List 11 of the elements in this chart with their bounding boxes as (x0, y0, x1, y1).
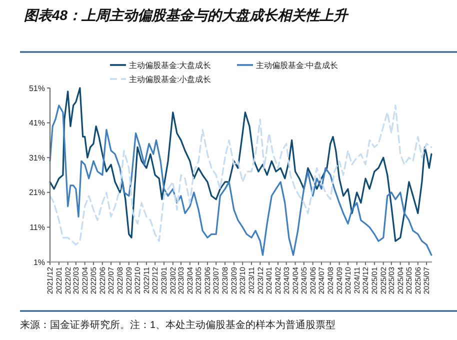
legend-label: 主动偏股基金:小盘成长 (129, 74, 212, 84)
y-tick-label: 1% (33, 258, 45, 267)
y-tick-label: 21% (28, 188, 45, 198)
y-tick-label: 31% (28, 153, 45, 162)
legend-label: 主动偏股基金:中盘成长 (256, 60, 338, 70)
y-tick-label: 11% (30, 223, 45, 232)
source-note: 来源：国金证券研究所。注：1、本处主动偏股基金的样本为普通股票型 (20, 319, 336, 331)
y-tick-label: 51% (28, 84, 45, 93)
legend-label: 主动偏股基金:大盘成长 (129, 60, 212, 70)
chart-title: 图表48：上周主动偏股基金与的大盘成长相关性上升 (24, 7, 350, 23)
y-tick-label: 41% (28, 118, 45, 128)
